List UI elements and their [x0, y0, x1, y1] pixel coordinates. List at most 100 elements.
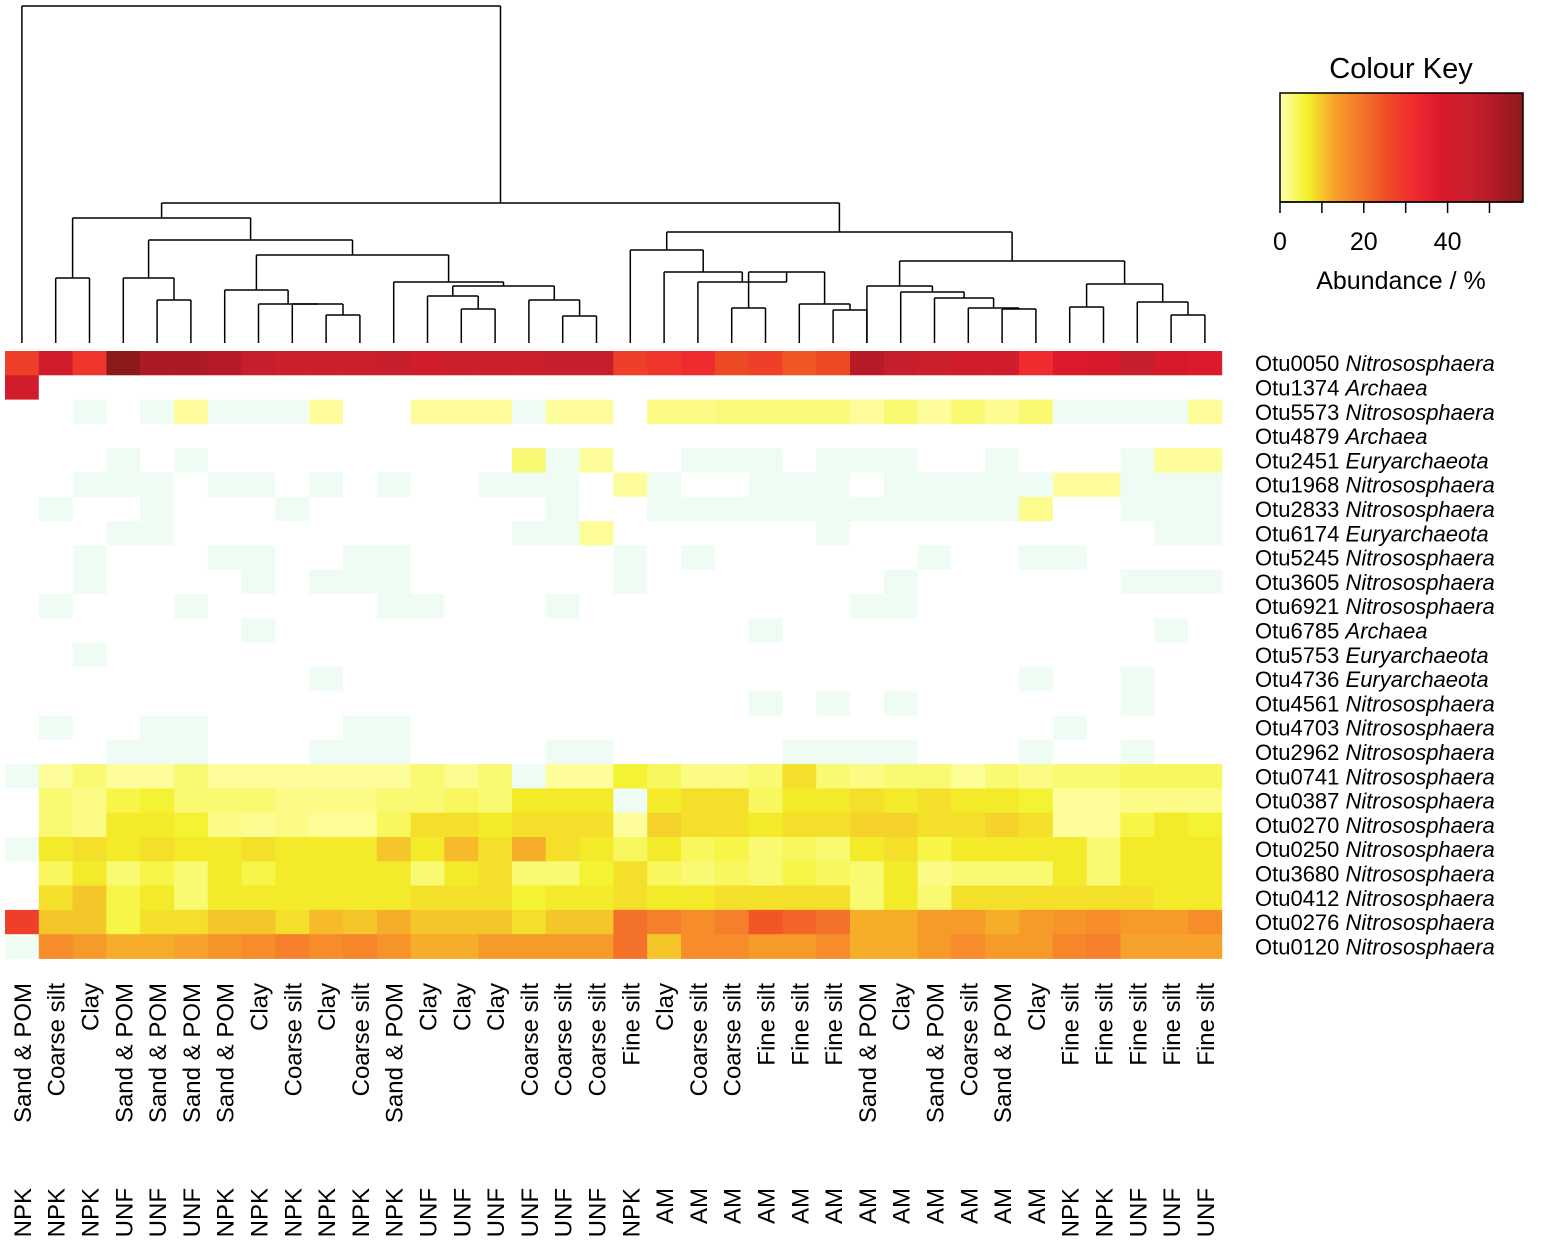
heatmap-cell — [613, 812, 648, 838]
row-label: Otu6785 Archaea — [1255, 618, 1427, 643]
heatmap-cell — [714, 764, 749, 789]
heatmap-cell — [207, 666, 242, 692]
heatmap-cell — [1154, 885, 1189, 911]
heatmap-cell — [1019, 351, 1054, 376]
heatmap-cell — [816, 399, 851, 425]
heatmap-cell — [444, 375, 479, 400]
heatmap-cell — [613, 861, 648, 886]
heatmap-cell — [5, 399, 40, 425]
heatmap-cell — [5, 642, 40, 668]
heatmap-cell — [512, 812, 547, 838]
heatmap-cell — [106, 448, 141, 473]
heatmap-cell — [545, 764, 580, 789]
heatmap-cell — [343, 812, 378, 838]
heatmap-cell — [748, 837, 783, 862]
heatmap-cell — [1086, 448, 1121, 473]
heatmap-cell — [512, 666, 547, 692]
heatmap-cell — [985, 399, 1020, 425]
heatmap-cell — [376, 788, 411, 814]
heatmap-cell — [1188, 642, 1223, 668]
heatmap-cell — [38, 788, 73, 814]
heatmap-cell — [140, 764, 175, 789]
heatmap-cell — [1120, 545, 1155, 571]
heatmap-cell — [5, 423, 40, 449]
heatmap-cell — [1120, 788, 1155, 814]
colour-key-tick-label: 0 — [1273, 228, 1287, 256]
heatmap-cell — [140, 618, 175, 643]
heatmap-cell — [478, 739, 513, 765]
heatmap-cell — [816, 861, 851, 886]
heatmap-cell — [376, 545, 411, 571]
heatmap-cell — [1154, 861, 1189, 886]
heatmap-cell — [1120, 351, 1155, 376]
heatmap-cell — [951, 691, 986, 716]
heatmap-cell — [72, 764, 107, 789]
heatmap-cell — [850, 764, 885, 789]
heatmap-cell — [5, 594, 40, 619]
heatmap-cell — [782, 861, 817, 886]
heatmap-cell — [850, 618, 885, 643]
heatmap-cell — [72, 521, 107, 546]
column-label-treatment: NPK — [348, 1188, 375, 1237]
column-labels: Sand & POM NPK Coarse silt NPK Clay NPK Sand &… — [10, 983, 1220, 1238]
heatmap-cell — [613, 885, 648, 911]
heatmap-cell — [1086, 496, 1121, 522]
heatmap-cell — [1120, 594, 1155, 619]
colour-key-tick-label: 20 — [1350, 228, 1378, 256]
heatmap-cell — [579, 545, 614, 571]
heatmap-cell — [1052, 642, 1087, 668]
heatmap-cell — [782, 934, 817, 959]
heatmap-cell — [309, 666, 344, 692]
heatmap-cell — [444, 521, 479, 546]
heatmap-cell — [579, 569, 614, 595]
heatmap-cell — [275, 885, 310, 911]
colour-key-title: Colour Key — [1329, 53, 1473, 85]
heatmap-cell — [951, 399, 986, 425]
heatmap-cell — [174, 642, 209, 668]
heatmap-cell — [207, 545, 242, 571]
heatmap-cell — [376, 691, 411, 716]
column-label-fraction: Coarse silt — [956, 983, 983, 1097]
heatmap-cell — [681, 521, 716, 546]
heatmap-cell — [1052, 934, 1087, 959]
heatmap-cell — [106, 642, 141, 668]
heatmap-cell — [714, 837, 749, 862]
heatmap-cell — [5, 351, 40, 376]
heatmap-cell — [38, 715, 73, 741]
heatmap-cell — [681, 642, 716, 668]
column-label-fraction: Clay — [78, 983, 105, 1031]
heatmap-cell — [748, 691, 783, 716]
heatmap-cell — [883, 788, 918, 814]
heatmap-cell — [241, 642, 276, 668]
heatmap-cell — [1019, 618, 1054, 643]
heatmap-cell — [748, 739, 783, 765]
heatmap-cell — [1086, 618, 1121, 643]
heatmap-cell — [816, 618, 851, 643]
heatmap-cell — [1019, 448, 1054, 473]
heatmap-cell — [883, 423, 918, 449]
heatmap-cell — [174, 472, 209, 498]
heatmap-cell — [410, 423, 445, 449]
heatmap-cell — [714, 472, 749, 498]
heatmap-cell — [816, 934, 851, 959]
heatmap-cell — [207, 691, 242, 716]
heatmap-cell — [951, 788, 986, 814]
heatmap-cell — [850, 739, 885, 765]
heatmap-cell — [1120, 691, 1155, 716]
heatmap-cell — [545, 861, 580, 886]
heatmap-cell — [309, 618, 344, 643]
heatmap-cell — [174, 521, 209, 546]
heatmap-cell — [1019, 569, 1054, 595]
column-label-fraction: Coarse silt — [280, 983, 307, 1097]
heatmap-cell — [1120, 764, 1155, 789]
heatmap-cell — [1052, 521, 1087, 546]
heatmap-cell — [478, 715, 513, 741]
heatmap-cell — [545, 399, 580, 425]
heatmap-cell — [512, 739, 547, 765]
column-label-fraction: Coarse silt — [551, 983, 578, 1097]
heatmap-cell — [545, 521, 580, 546]
heatmap-cell — [478, 448, 513, 473]
heatmap-cell — [1188, 375, 1223, 400]
column-label-fraction: Sand & POM — [111, 983, 138, 1123]
heatmap-cell — [579, 885, 614, 911]
